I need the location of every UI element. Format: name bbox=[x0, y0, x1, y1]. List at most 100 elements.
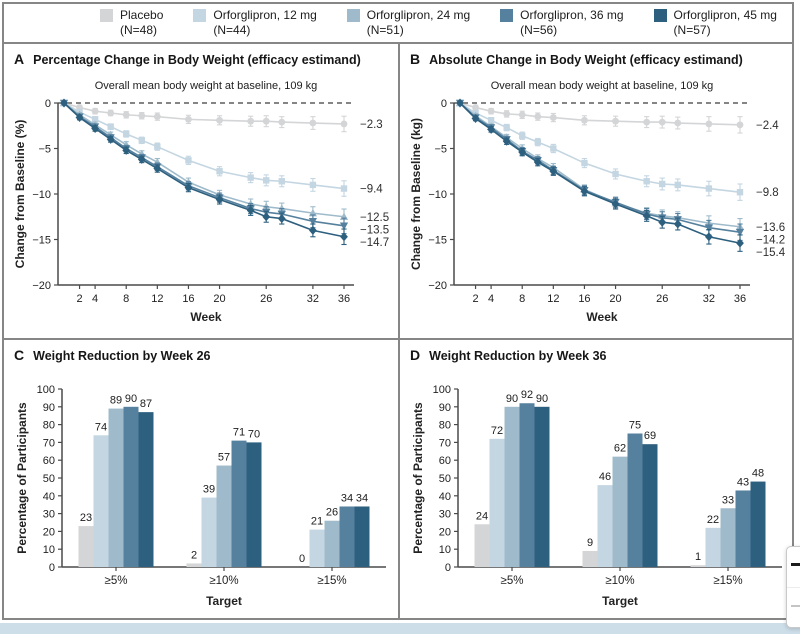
svg-text:Percentage of Participants: Percentage of Participants bbox=[15, 402, 29, 554]
page-background-strip bbox=[0, 623, 800, 634]
svg-text:0: 0 bbox=[299, 553, 305, 565]
svg-text:Target: Target bbox=[206, 594, 242, 608]
bar bbox=[642, 444, 658, 567]
bar bbox=[705, 527, 721, 567]
svg-text:40: 40 bbox=[43, 491, 55, 503]
panel-a-title: A Percentage Change in Body Weight (effic… bbox=[14, 51, 361, 67]
legend-label: Orforglipron, 36 mg bbox=[520, 8, 624, 22]
bottom-row: C Weight Reduction by Week 26 0 10 20 30 40 50… bbox=[4, 340, 792, 618]
svg-text:50: 50 bbox=[43, 473, 55, 485]
svg-text:30: 30 bbox=[439, 509, 451, 521]
legend-item-24mg: Orforglipron, 24 mg (N=51) bbox=[346, 8, 471, 38]
series-orforglipron-45-mg bbox=[60, 98, 348, 246]
panel-a: A Percentage Change in Body Weight (effic… bbox=[4, 44, 400, 338]
svg-text:70: 70 bbox=[248, 428, 260, 440]
bar bbox=[735, 490, 751, 567]
svg-text:48: 48 bbox=[752, 468, 764, 480]
bar-group-2: 2 39 57 71 70 bbox=[186, 427, 262, 567]
svg-text:−15: −15 bbox=[428, 235, 447, 247]
bar-group-1: 24 72 90 92 90 bbox=[474, 389, 550, 567]
legend-n: (N=48) bbox=[120, 23, 158, 37]
svg-text:≥10%: ≥10% bbox=[605, 575, 634, 587]
svg-text:89: 89 bbox=[110, 395, 122, 407]
series-orforglipron-24-mg bbox=[59, 98, 349, 226]
svg-text:26: 26 bbox=[260, 293, 272, 305]
svg-text:0: 0 bbox=[45, 98, 51, 110]
bar bbox=[519, 403, 535, 567]
panel-c-title: C Weight Reduction by Week 26 bbox=[14, 347, 211, 363]
svg-text:≥15%: ≥15% bbox=[713, 575, 742, 587]
bar bbox=[324, 520, 340, 567]
svg-text:62: 62 bbox=[614, 443, 626, 455]
svg-text:≥5%: ≥5% bbox=[501, 575, 524, 587]
panel-letter: B bbox=[410, 51, 421, 67]
bar bbox=[93, 435, 109, 567]
bar bbox=[186, 563, 202, 567]
svg-text:Change from Baseline (kg): Change from Baseline (kg) bbox=[409, 118, 423, 270]
svg-text:40: 40 bbox=[439, 491, 451, 503]
axes: 0 10 20 30 40 50 60 70 80 90 100 Percentage of Part… bbox=[411, 384, 782, 608]
series-placebo bbox=[456, 99, 744, 134]
bar bbox=[108, 408, 124, 567]
bar bbox=[720, 508, 736, 567]
svg-text:26: 26 bbox=[326, 507, 338, 519]
svg-text:Change from Baseline (%): Change from Baseline (%) bbox=[13, 120, 27, 269]
svg-text:80: 80 bbox=[43, 420, 55, 432]
panel-c: C Weight Reduction by Week 26 0 10 20 30 40 50… bbox=[4, 340, 400, 618]
minus-icon[interactable] bbox=[787, 547, 800, 587]
legend-swatch bbox=[346, 9, 360, 22]
bar bbox=[489, 438, 505, 567]
bar bbox=[123, 406, 139, 567]
edge-widget[interactable] bbox=[786, 546, 800, 628]
bar bbox=[246, 442, 262, 567]
svg-text:20: 20 bbox=[213, 293, 225, 305]
svg-text:−2.3: −2.3 bbox=[360, 119, 383, 131]
legend-swatch bbox=[193, 9, 207, 22]
series-orforglipron-12-mg bbox=[60, 99, 348, 197]
bar bbox=[231, 440, 247, 567]
svg-text:≥15%: ≥15% bbox=[317, 575, 346, 587]
legend-n: (N=57) bbox=[673, 23, 711, 37]
svg-text:32: 32 bbox=[703, 293, 715, 305]
svg-text:−14.2: −14.2 bbox=[756, 234, 785, 246]
svg-text:72: 72 bbox=[491, 425, 503, 437]
bar bbox=[309, 529, 325, 567]
svg-text:30: 30 bbox=[43, 509, 55, 521]
svg-text:1: 1 bbox=[695, 551, 701, 563]
legend-n: (N=44) bbox=[213, 23, 251, 37]
bar-group-1: 23 74 89 90 87 bbox=[78, 393, 154, 567]
svg-text:36: 36 bbox=[734, 293, 746, 305]
panel-d: D Weight Reduction by Week 36 0 10 20 30 40 50… bbox=[400, 340, 792, 618]
axes: 0 −5 −10 −15 −20 2 4 8 12 16 20 26 32 36 Week Change fr… bbox=[409, 80, 750, 324]
svg-text:8: 8 bbox=[519, 293, 525, 305]
svg-text:20: 20 bbox=[609, 293, 621, 305]
svg-text:8: 8 bbox=[123, 293, 129, 305]
svg-text:32: 32 bbox=[307, 293, 319, 305]
svg-text:Week: Week bbox=[586, 310, 617, 324]
legend-label: Orforglipron, 12 mg bbox=[213, 8, 317, 22]
svg-text:−15: −15 bbox=[32, 235, 51, 247]
svg-text:22: 22 bbox=[707, 514, 719, 526]
svg-text:−9.4: −9.4 bbox=[360, 184, 383, 196]
bar-chart-week36: 0 10 20 30 40 50 60 70 80 90 100 Percentage of Part… bbox=[411, 384, 782, 608]
svg-text:−2.4: −2.4 bbox=[756, 120, 779, 132]
svg-text:−20: −20 bbox=[428, 280, 447, 292]
minus-icon[interactable] bbox=[787, 587, 800, 628]
svg-text:34: 34 bbox=[356, 492, 368, 504]
legend-item-45mg: Orforglipron, 45 mg (N=57) bbox=[653, 8, 777, 38]
svg-text:87: 87 bbox=[140, 398, 152, 410]
svg-text:−10: −10 bbox=[428, 189, 447, 201]
legend-label: Orforglipron, 24 mg bbox=[366, 8, 471, 22]
svg-text:70: 70 bbox=[439, 437, 451, 449]
svg-text:0: 0 bbox=[441, 98, 447, 110]
svg-text:0: 0 bbox=[49, 562, 55, 574]
svg-text:4: 4 bbox=[488, 293, 494, 305]
bar bbox=[612, 456, 628, 567]
panel-b: B Absolute Change in Body Weight (efficac… bbox=[400, 44, 792, 338]
svg-text:71: 71 bbox=[233, 427, 245, 439]
svg-text:75: 75 bbox=[629, 420, 641, 432]
svg-text:69: 69 bbox=[644, 430, 656, 442]
svg-text:Overall mean body weight at ba: Overall mean body weight at baseline, 10… bbox=[491, 80, 714, 92]
